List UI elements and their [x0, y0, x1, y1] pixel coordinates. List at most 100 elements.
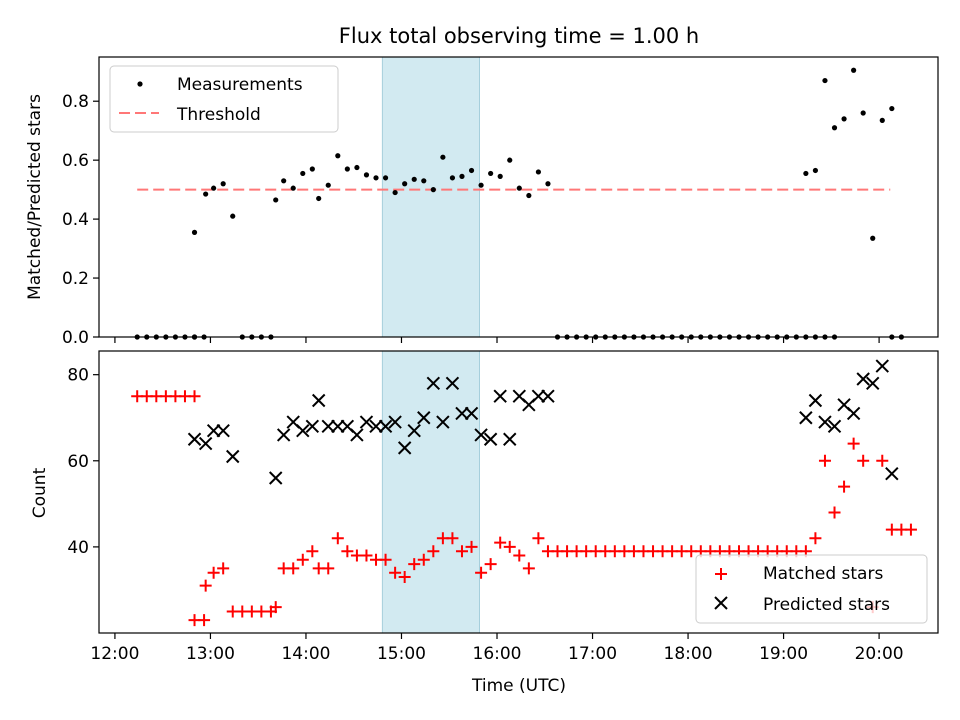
measurements-point [382, 175, 389, 181]
matched-stars-point [331, 532, 344, 545]
measurements-point [507, 157, 513, 163]
bottom-x-axis-label: Time (UTC) [471, 676, 566, 696]
predicted-stars-point [407, 423, 421, 438]
matched-stars-point [455, 545, 468, 558]
measurements-point [373, 175, 379, 181]
top-y-ticks: 0.0 0.2 0.4 0.6 0.8 [62, 92, 99, 348]
matched-stars-point [417, 553, 430, 566]
matched-stars-point [379, 553, 392, 566]
matched-stars-point [341, 545, 354, 558]
y-tick-label: 0.2 [62, 269, 89, 289]
measurements-point [335, 153, 341, 159]
bottom-panel: 40 60 80 12:00 13:00 14:00 15:00 16:00 17:00 18:… [30, 350, 939, 696]
predicted-stars-point [493, 389, 507, 403]
predicted-stars-point [885, 466, 899, 481]
measurements-point [449, 175, 456, 181]
measurements-point [526, 192, 532, 199]
predicted-stars-point [216, 423, 230, 438]
y-tick-label: 0.0 [62, 328, 89, 348]
predicted-stars-point [503, 432, 517, 446]
matched-stars-point [513, 549, 526, 562]
predicted-stars-point [276, 428, 291, 442]
predicted-stars-point [455, 406, 469, 421]
predicted-stars-point [818, 415, 832, 429]
matched-stars-point [809, 532, 822, 545]
legend-predicted-label: Predicted stars [763, 595, 890, 615]
measurements-point [191, 229, 198, 235]
predicted-stars-point [866, 376, 880, 390]
predicted-stars-point [350, 428, 364, 442]
predicted-stars-point [378, 419, 393, 434]
matched-stars-point [360, 549, 373, 562]
measurements-point [860, 110, 866, 116]
matched-stars-point [818, 454, 831, 467]
measurements-point [290, 185, 296, 191]
predicted-stars-point [296, 423, 310, 438]
matched-stars-point [199, 579, 212, 592]
measurements-point [309, 166, 315, 172]
count-points [131, 359, 917, 627]
matched-stars-point [876, 454, 889, 467]
x-tick-label: 20:00 [855, 644, 904, 664]
matched-stars-point [188, 390, 201, 403]
measurements-point [281, 178, 287, 184]
measurements-point [402, 181, 408, 187]
x-tick-label: 13:00 [186, 644, 235, 664]
top-panel: 0.00.20.40.60.8 Matched/Predicted stars … [25, 56, 939, 348]
bottom-axes-frame [98, 350, 939, 634]
measurements-point [344, 166, 350, 172]
predicted-stars-point [388, 415, 402, 429]
predicted-stars-point [474, 428, 488, 442]
matched-stars-point [828, 506, 841, 519]
measurements-point [354, 164, 360, 171]
bottom-legend: Matched stars Predicted stars [695, 554, 928, 624]
predicted-stars-point [305, 419, 320, 434]
predicted-stars-point [321, 419, 335, 434]
predicted-stars-point [531, 389, 546, 403]
matched-stars-point [904, 523, 917, 536]
measurements-point [879, 117, 885, 123]
measurements-point [478, 182, 484, 188]
predicted-stars-point [331, 419, 345, 434]
measurements-point [300, 170, 306, 177]
predicted-stars-point [541, 389, 555, 403]
measurements-point [440, 154, 446, 160]
predicted-stars-point [483, 432, 498, 446]
matched-stars-point [503, 540, 516, 553]
measurements-point [459, 173, 465, 179]
measurements-point [273, 197, 279, 203]
measurements-point [325, 182, 331, 188]
x-tick-label: 12:00 [90, 644, 139, 664]
matched-stars-point [198, 614, 211, 627]
measurements-point [831, 125, 838, 131]
measurements-point [497, 173, 503, 179]
measurements-point [203, 191, 209, 197]
predicted-stars-point [417, 411, 431, 425]
matched-stars-point [398, 571, 411, 584]
matched-stars-point [446, 532, 459, 545]
bottom-highlight-span [381, 350, 480, 634]
matched-stars-point [484, 558, 497, 571]
matched-stars-point [296, 553, 309, 566]
top-x-ticks [114, 337, 880, 343]
matched-stars-point [857, 454, 870, 467]
measurements-point [211, 185, 217, 191]
predicted-stars-point [359, 415, 374, 429]
predicted-stars-point [846, 406, 861, 421]
predicted-stars-point [808, 393, 823, 408]
matched-stars-point [322, 562, 335, 575]
measurements-point [430, 187, 436, 193]
predicted-stars-point [445, 376, 460, 390]
measurements-point [421, 178, 427, 184]
x-tick-label: 18:00 [664, 644, 713, 664]
y-tick-label: 60 [67, 452, 89, 472]
top-axes-frame [98, 56, 939, 338]
measurements-point [889, 105, 895, 112]
predicted-stars-point [226, 449, 240, 464]
top-legend: Measurements Threshold [109, 65, 339, 133]
matched-stars-point [494, 536, 507, 549]
predicted-stars-point [436, 415, 450, 429]
measurements-point [363, 172, 370, 178]
measurements-point [851, 67, 857, 73]
y-tick-label: 80 [67, 366, 89, 386]
